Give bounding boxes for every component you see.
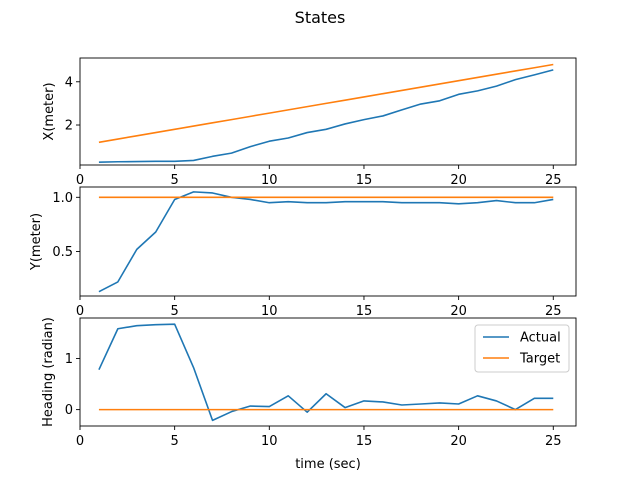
plot-y-meter: 0 5 10 15 20 25 0.5 1.0 Y(meter) [29,186,577,319]
plot-frame [79,186,577,297]
y-axis-label: Y(meter) [29,213,44,271]
x-tick-label: 20 [450,434,467,449]
x-tick-label: 15 [356,173,373,188]
legend-label-target: Target [519,352,560,367]
plot-x-meter: 0 5 10 15 20 25 2 4 X(meter) [42,57,577,188]
x-tick-label: 25 [545,173,562,188]
y-tick-label: 2 [65,119,73,134]
x-tick-label: 0 [76,304,84,319]
x-axis-label: time (sec) [295,457,361,472]
series-line-target [98,63,554,144]
y-axis-label: Heading (radian) [41,317,56,427]
legend: Actual Target [474,324,570,373]
x-tick-label: 20 [450,173,467,188]
x-tick-label: 0 [76,173,84,188]
y-tick-label: 4 [65,75,73,90]
series-line-actual [98,323,554,422]
x-tick-label: 10 [261,434,278,449]
x-tick-label: 10 [261,304,278,319]
x-tick-label: 5 [171,304,179,319]
y-tick-label: 1.0 [52,191,73,206]
x-tick-label: 25 [545,304,562,319]
x-tick-label: 5 [171,173,179,188]
series-line-actual [98,191,554,293]
y-tick-label: 1 [65,352,73,367]
y-tick-label: 0 [65,403,73,418]
series-line-actual [98,69,554,163]
legend-label-actual: Actual [520,331,561,346]
x-tick-label: 25 [545,434,562,449]
x-tick-label: 15 [356,304,373,319]
plot-frame [79,57,577,166]
x-tick-label: 20 [450,304,467,319]
x-tick-label: 15 [356,434,373,449]
x-tick-label: 0 [76,434,84,449]
y-tick-label: 0.5 [52,245,73,260]
plot-heading: 0 5 10 15 20 25 0 1 Heading (radian) time (sec) Ac… [41,317,577,472]
plot-frame [79,317,577,427]
x-tick-label: 10 [261,173,278,188]
y-axis-label: X(meter) [42,82,57,140]
x-tick-label: 5 [171,434,179,449]
figure-title: States [295,8,346,27]
